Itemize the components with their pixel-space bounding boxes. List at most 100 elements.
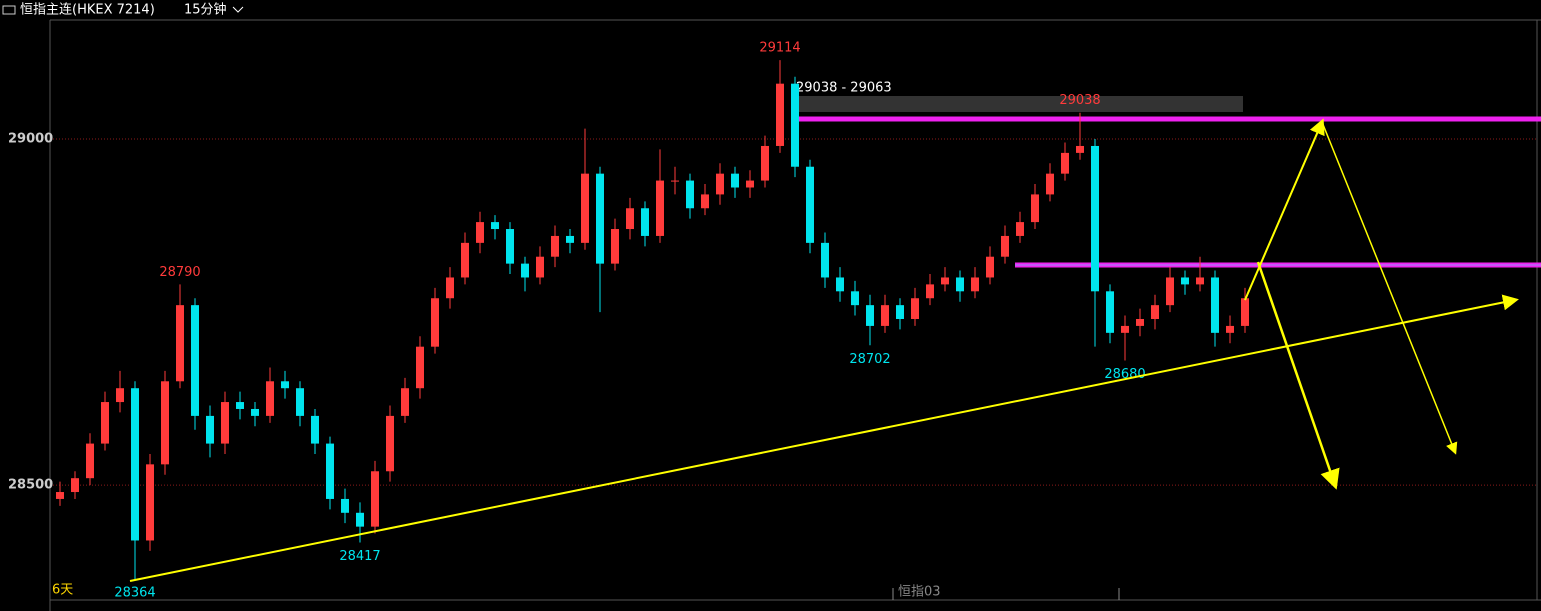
- candle-body: [536, 256, 544, 278]
- candle-body: [776, 83, 784, 146]
- candle-body: [281, 381, 289, 389]
- candle-body: [431, 298, 439, 347]
- candle-body: [506, 229, 514, 264]
- candle-body: [626, 208, 634, 230]
- candle-body: [1166, 277, 1174, 306]
- extreme-label: 29038: [1059, 93, 1100, 108]
- header-bar: [0, 0, 1541, 20]
- candle-body: [956, 277, 964, 292]
- candle-body: [71, 478, 79, 493]
- candle-body: [911, 298, 919, 319]
- y-tick-label: 29000: [8, 132, 53, 147]
- title: 恒指主连(HKEX 7214): [20, 2, 155, 18]
- candle-body: [806, 166, 814, 243]
- candle-body: [1091, 145, 1099, 292]
- candle-body: [671, 180, 679, 182]
- candle-body: [1031, 194, 1039, 223]
- candle-body: [326, 443, 334, 499]
- candle-body: [866, 305, 874, 326]
- candle-body: [1151, 305, 1159, 319]
- period[interactable]: 15分钟: [184, 2, 227, 18]
- candle-body: [161, 381, 169, 465]
- extreme-label: 29114: [759, 41, 800, 56]
- y-tick-label: 28500: [8, 478, 53, 493]
- candle-body: [686, 180, 694, 209]
- extreme-label: 28790: [159, 265, 200, 280]
- candle-body: [56, 492, 64, 499]
- candle-body: [236, 402, 244, 409]
- candle-body: [1061, 152, 1069, 174]
- candle-body: [566, 235, 574, 243]
- contract-label: 恒指03: [898, 585, 941, 600]
- extreme-label: 28680: [1104, 367, 1145, 382]
- candle-body: [551, 235, 559, 257]
- candle-body: [896, 305, 904, 319]
- candle-body: [941, 277, 949, 285]
- candle-body: [476, 222, 484, 243]
- candle-body: [86, 443, 94, 479]
- candle-body: [1106, 291, 1114, 333]
- period-caret[interactable]: [232, 6, 244, 13]
- candle-body: [221, 402, 229, 444]
- scenario-arrow: [1244, 120, 1458, 455]
- candle-body: [491, 222, 499, 230]
- candle-body: [1136, 318, 1144, 326]
- candle-body: [746, 180, 754, 188]
- candle-body: [191, 305, 199, 416]
- extreme-label: 28417: [339, 549, 380, 564]
- candle-body: [401, 388, 409, 416]
- candle-body: [446, 277, 454, 299]
- candle-body: [986, 256, 994, 278]
- range-label: 29038 - 29063: [796, 81, 892, 96]
- candle-body: [641, 208, 649, 236]
- candle-body: [1121, 325, 1129, 333]
- candle-body: [311, 415, 319, 444]
- candle-body: [1226, 325, 1234, 333]
- candle-body: [821, 242, 829, 278]
- candle-body: [716, 173, 724, 195]
- extreme-label: 28702: [849, 352, 890, 367]
- candle-body: [851, 291, 859, 306]
- candle-body: [116, 388, 124, 403]
- candle-body: [611, 229, 619, 264]
- candle-body: [1076, 145, 1084, 153]
- candle-body: [206, 415, 214, 444]
- candle-body: [1001, 235, 1009, 257]
- plot: 28500 29000 28364 28790 28417 29114 28702 29038…: [8, 41, 1537, 601]
- candle-body: [1211, 277, 1219, 333]
- candle-body: [581, 173, 589, 243]
- candle-body: [971, 277, 979, 292]
- candle-body: [101, 402, 109, 444]
- scenario-arrow-down: [1256, 261, 1340, 490]
- candle-body: [596, 173, 604, 264]
- candle-body: [731, 173, 739, 188]
- candle-body: [176, 305, 184, 382]
- candle-body: [1016, 222, 1024, 236]
- range-box: [793, 96, 1243, 112]
- candle-body: [836, 277, 844, 292]
- candle-body: [521, 263, 529, 278]
- candle-body: [341, 498, 349, 513]
- candle-body: [881, 305, 889, 326]
- span-label: 6天: [52, 583, 73, 598]
- candle-body: [926, 284, 934, 299]
- candle-body: [296, 388, 304, 416]
- candle-body: [356, 512, 364, 527]
- candle-body: [461, 242, 469, 278]
- candle-body: [701, 194, 709, 209]
- candle-body: [146, 464, 154, 541]
- extreme-label: 28364: [114, 586, 155, 601]
- candle-body: [1181, 277, 1189, 285]
- candle-body: [131, 388, 139, 541]
- scenario-arrow-up: [1244, 118, 1325, 301]
- menu-icon[interactable]: [2, 5, 16, 15]
- candle-body: [656, 180, 664, 236]
- candle-body: [1046, 173, 1054, 195]
- candle-body: [251, 408, 259, 416]
- candle-body: [791, 83, 799, 167]
- candle-body: [371, 471, 379, 527]
- candle-body: [761, 145, 769, 181]
- candle-body: [386, 415, 394, 472]
- candle-body: [266, 381, 274, 416]
